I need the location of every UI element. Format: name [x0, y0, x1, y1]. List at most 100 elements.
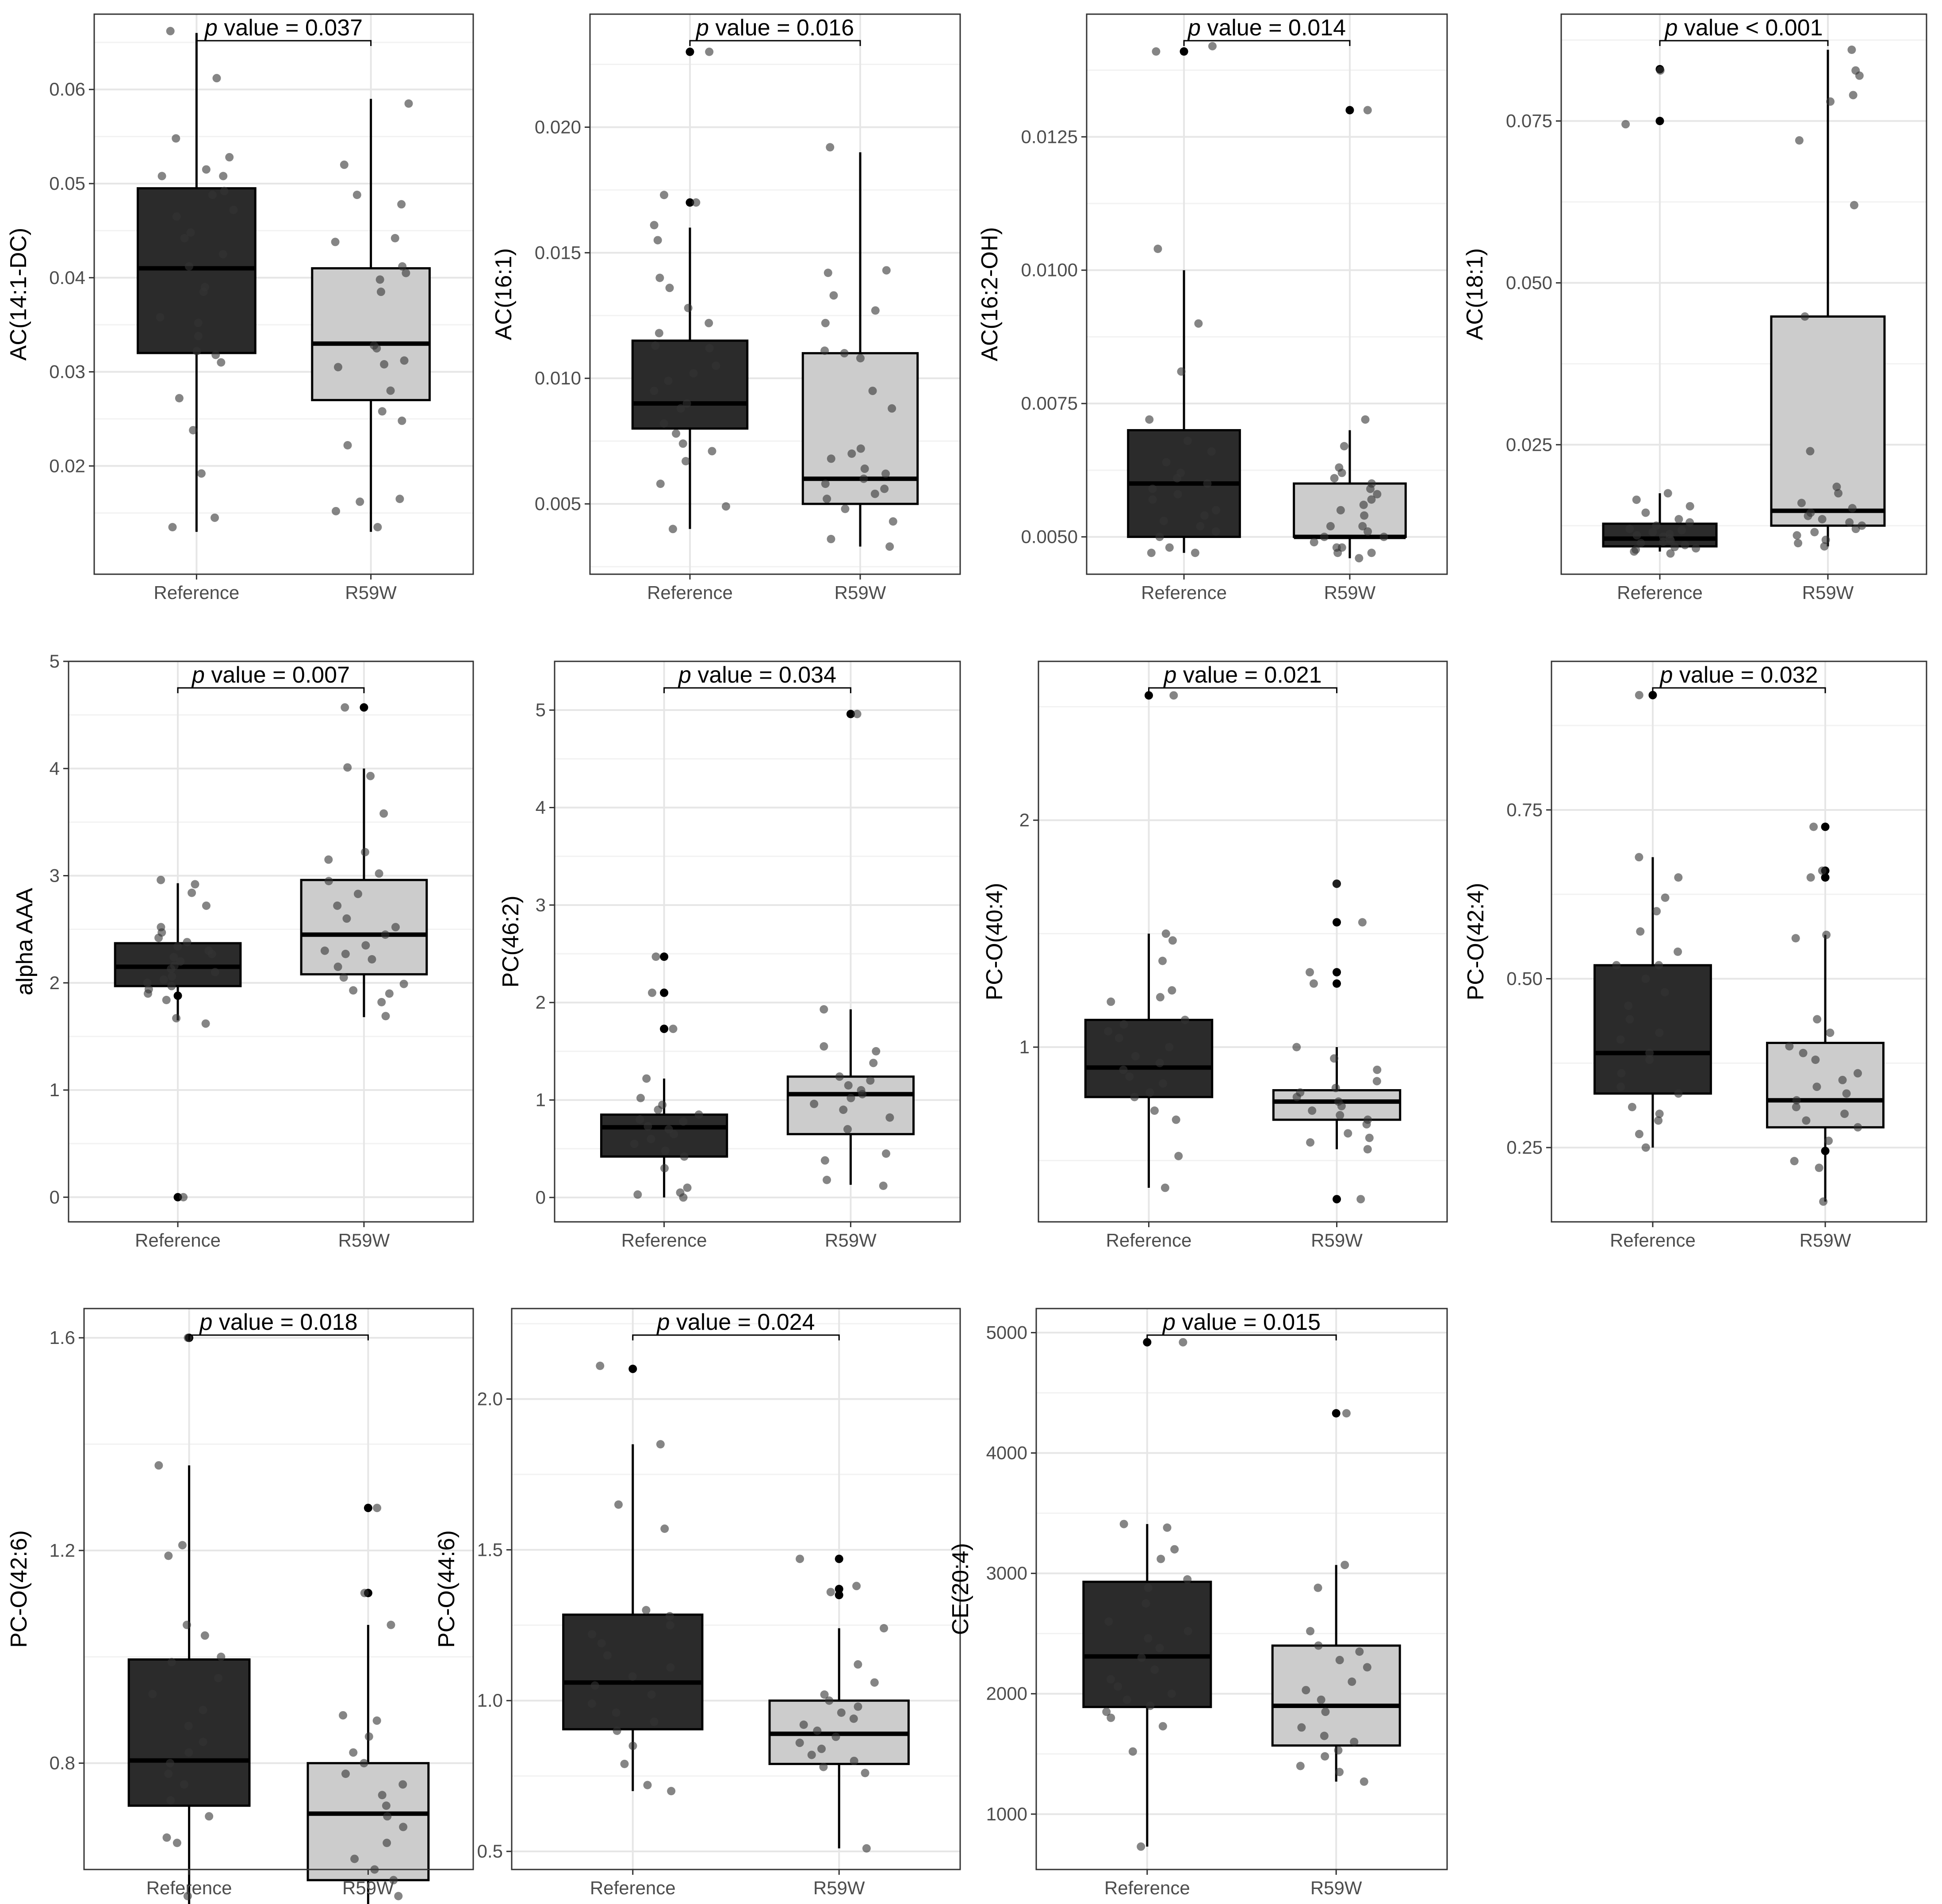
outlier-point: [1333, 918, 1341, 927]
data-point: [1330, 474, 1339, 483]
data-point: [1665, 530, 1674, 538]
y-axis-title: PC-O(42:6): [6, 1530, 32, 1648]
data-point: [211, 513, 219, 522]
x-category-label: R59W: [1800, 1230, 1851, 1251]
data-point: [1180, 1015, 1189, 1024]
y-axis-title: AC(16:2-OH): [977, 227, 1003, 361]
y-tick-label: 4000: [986, 1443, 1027, 1463]
data-point: [1212, 506, 1221, 514]
data-point: [342, 914, 351, 923]
data-point: [628, 1741, 637, 1750]
data-point: [211, 968, 219, 977]
data-point: [1654, 1116, 1663, 1125]
p-value-label: p value = 0.018: [199, 1309, 357, 1335]
data-point: [1854, 1069, 1862, 1078]
significance-bracket: [1148, 687, 1338, 693]
data-point: [208, 191, 217, 200]
data-point: [331, 238, 340, 246]
data-point: [1677, 526, 1686, 534]
y-tick-label: 0: [50, 1186, 60, 1207]
data-point: [1332, 879, 1341, 888]
data-point: [399, 979, 408, 988]
y-tick-label: 0.025: [1506, 434, 1552, 455]
y-tick-label: 2: [50, 972, 60, 993]
y-tick-label: 1.2: [50, 1540, 75, 1561]
data-point: [661, 1146, 670, 1155]
data-point: [679, 1117, 688, 1126]
box-r59w: [1293, 482, 1407, 538]
panel-border: [93, 13, 474, 575]
data-point: [1158, 1722, 1167, 1731]
data-point: [660, 1164, 669, 1173]
data-point: [847, 1094, 855, 1102]
data-point: [383, 1812, 392, 1821]
data-point: [364, 1732, 373, 1741]
data-point: [1848, 504, 1857, 513]
data-point: [1208, 42, 1217, 50]
data-point: [349, 1748, 358, 1757]
data-point: [1161, 1183, 1169, 1192]
data-point: [1641, 508, 1650, 517]
data-point: [1207, 447, 1216, 456]
x-category-label: Reference: [1104, 1877, 1190, 1898]
data-point: [399, 1823, 408, 1831]
data-point: [1661, 893, 1670, 902]
data-point: [856, 354, 865, 363]
data-point: [1373, 1065, 1382, 1074]
data-point: [183, 938, 192, 947]
y-tick-label: 0.0100: [1021, 260, 1078, 280]
data-point: [1125, 1072, 1134, 1081]
y-tick-label: 0.005: [535, 493, 581, 514]
data-point: [1674, 873, 1683, 882]
outlier-point: [173, 991, 182, 1000]
data-point: [835, 1072, 844, 1081]
y-tick-label: 2.0: [477, 1389, 503, 1409]
p-value-label: p value = 0.015: [1162, 1309, 1321, 1335]
data-point: [1148, 484, 1157, 493]
data-point: [184, 262, 193, 271]
data-point: [1806, 447, 1815, 456]
data-point: [1310, 538, 1318, 547]
data-point: [1308, 1106, 1317, 1115]
data-point: [225, 153, 234, 161]
data-point: [1306, 1627, 1315, 1635]
chart-panel-5: 0 1 2 3 4 5 Reference R59W alpha AAA p value = 0.…: [12, 651, 474, 1251]
data-point: [1147, 549, 1156, 557]
data-point: [218, 250, 227, 259]
data-point: [1792, 1096, 1801, 1105]
data-point: [391, 923, 400, 932]
chart-panel-4: 0.025 0.050 0.075 Reference R59W AC(18:1) p va…: [1462, 13, 1927, 603]
data-point: [201, 1019, 210, 1028]
data-point: [1161, 929, 1170, 938]
data-point: [827, 454, 835, 463]
data-point: [1355, 554, 1364, 563]
data-point: [1184, 1627, 1192, 1635]
outlier-point: [1648, 691, 1657, 699]
data-point: [1167, 1689, 1176, 1698]
data-point: [164, 1551, 173, 1560]
data-point: [861, 1769, 869, 1777]
data-point: [1361, 415, 1370, 424]
data-point: [868, 387, 877, 395]
outlier-point: [686, 198, 694, 207]
data-point: [1810, 528, 1819, 537]
data-point: [1107, 1713, 1115, 1722]
data-point: [823, 495, 831, 503]
x-category-label: R59W: [338, 1230, 390, 1251]
panel-border: [511, 1308, 961, 1870]
data-point: [1158, 956, 1167, 965]
data-point: [1119, 1520, 1128, 1528]
data-point: [184, 1721, 193, 1730]
data-point: [1847, 45, 1856, 54]
data-point: [656, 1440, 665, 1449]
data-point: [1320, 533, 1329, 541]
y-tick-label: 5000: [986, 1322, 1027, 1343]
data-point: [179, 1193, 188, 1202]
data-point: [1794, 539, 1803, 548]
data-point: [341, 949, 350, 958]
data-point: [870, 1678, 879, 1687]
data-point: [799, 1720, 808, 1729]
data-point: [882, 266, 891, 275]
data-point: [588, 1630, 597, 1639]
y-axis-title: CE(20:4): [948, 1543, 973, 1635]
